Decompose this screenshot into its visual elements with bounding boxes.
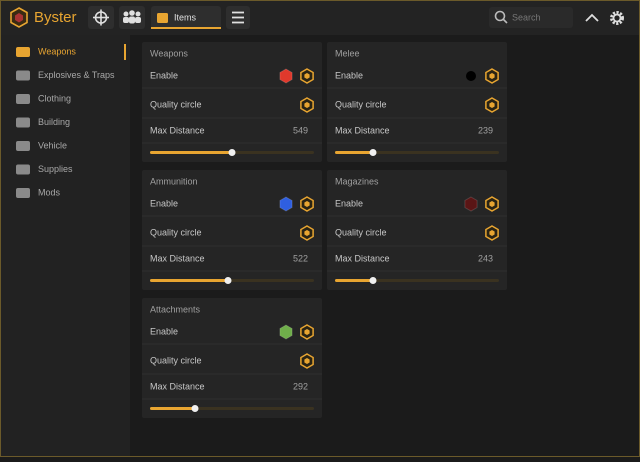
- sidebar-icon: [16, 141, 30, 151]
- quality-label: Quality circle: [150, 355, 202, 365]
- enable-label: Enable: [150, 70, 178, 80]
- distance-value: 549: [293, 125, 308, 135]
- card-bg: [327, 42, 507, 162]
- distance-value: 292: [293, 381, 308, 391]
- collapse-button[interactable]: [585, 13, 599, 22]
- sidebar-item[interactable]: Vehicle: [38, 140, 67, 150]
- distance-label: Max Distance: [335, 125, 390, 135]
- slider-knob[interactable]: [191, 405, 199, 412]
- distance-value: 522: [293, 253, 308, 263]
- settings-card: Melee Enable Quality circle Max Distance 239: [327, 42, 507, 162]
- sidebar-item[interactable]: Weapons: [38, 46, 76, 56]
- target-icon: [93, 9, 109, 26]
- distance-label: Max Distance: [335, 253, 390, 263]
- active-indicator: [124, 44, 126, 60]
- slider-knob[interactable]: [224, 277, 232, 284]
- enable-label: Enable: [150, 326, 178, 336]
- search-placeholder: Search: [512, 12, 541, 22]
- distance-label: Max Distance: [150, 125, 205, 135]
- enable-color[interactable]: [466, 71, 476, 81]
- slider-fill: [150, 407, 195, 410]
- quality-dot: [489, 201, 495, 207]
- slider-fill: [335, 151, 373, 154]
- menu-icon: [232, 11, 244, 24]
- enable-color[interactable]: [279, 68, 293, 84]
- settings-card: Ammunition Enable Quality circle Max Distan…: [142, 170, 322, 290]
- enable-label: Enable: [150, 198, 178, 208]
- quality-dot: [489, 73, 495, 79]
- sidebar-item[interactable]: Mods: [38, 187, 61, 197]
- sidebar-item[interactable]: Supplies: [38, 164, 73, 174]
- card-title: Melee: [335, 48, 360, 58]
- sidebar-icon: [16, 117, 30, 128]
- quality-dot: [489, 102, 495, 108]
- slider-fill: [150, 151, 232, 154]
- distance-value: 243: [478, 253, 493, 263]
- card-grid: Weapons Enable Quality circle Max Distance 5…: [142, 42, 507, 418]
- slider-knob[interactable]: [369, 149, 377, 156]
- sidebar-icon: [16, 47, 30, 57]
- distance-label: Max Distance: [150, 253, 205, 263]
- items-tab-label: Items: [174, 12, 197, 22]
- quality-label: Quality circle: [335, 99, 387, 109]
- app-name: Byster: [34, 9, 77, 26]
- quality-label: Quality circle: [150, 99, 202, 109]
- quality-label: Quality circle: [335, 227, 387, 237]
- quality-dot: [304, 230, 310, 236]
- enable-label: Enable: [335, 198, 363, 208]
- quality-dot: [489, 230, 495, 236]
- players-icon: [123, 10, 141, 24]
- search-icon: [494, 10, 508, 24]
- sidebar-list: Weapons Explosives & Traps Clothing Buildin…: [16, 44, 126, 198]
- sidebar: [1, 35, 130, 456]
- sidebar-icon: [16, 94, 30, 104]
- sidebar-item[interactable]: Building: [38, 117, 70, 127]
- slider-knob[interactable]: [228, 149, 236, 156]
- enable-color[interactable]: [279, 196, 293, 212]
- quality-label: Quality circle: [150, 227, 202, 237]
- slider-fill: [150, 279, 228, 282]
- items-icon: [157, 13, 168, 23]
- settings-card: Magazines Enable Quality circle Max Distanc…: [327, 170, 507, 290]
- items-tab-underline: [151, 27, 221, 29]
- logo: [10, 7, 28, 28]
- slider-fill: [335, 279, 373, 282]
- card-title: Attachments: [150, 304, 201, 314]
- card-bg: [142, 42, 322, 162]
- sidebar-item[interactable]: Explosives & Traps: [38, 70, 115, 80]
- card-title: Magazines: [335, 176, 379, 186]
- quality-dot: [304, 358, 310, 364]
- enable-label: Enable: [335, 70, 363, 80]
- card-bg: [327, 170, 507, 290]
- sidebar-icon: [16, 188, 30, 198]
- distance-label: Max Distance: [150, 381, 205, 391]
- enable-color[interactable]: [464, 196, 478, 212]
- card-bg: [142, 170, 322, 290]
- slider-knob[interactable]: [369, 277, 377, 284]
- settings-card: Attachments Enable Quality circle Max Dista…: [142, 298, 322, 418]
- quality-dot: [304, 102, 310, 108]
- quality-dot: [304, 73, 310, 79]
- distance-value: 239: [478, 125, 493, 135]
- quality-dot: [304, 201, 310, 207]
- quality-dot: [304, 329, 310, 335]
- settings-card: Weapons Enable Quality circle Max Distance 5…: [142, 42, 322, 162]
- enable-color[interactable]: [279, 324, 293, 340]
- sidebar-icon: [16, 164, 30, 175]
- card-title: Weapons: [150, 48, 188, 58]
- card-title: Ammunition: [150, 176, 198, 186]
- settings-button[interactable]: [610, 11, 624, 25]
- sidebar-item[interactable]: Clothing: [38, 93, 71, 103]
- items-tab[interactable]: [151, 6, 221, 29]
- search-box[interactable]: [489, 7, 573, 28]
- sidebar-icon: [16, 70, 30, 81]
- card-bg: [142, 298, 322, 418]
